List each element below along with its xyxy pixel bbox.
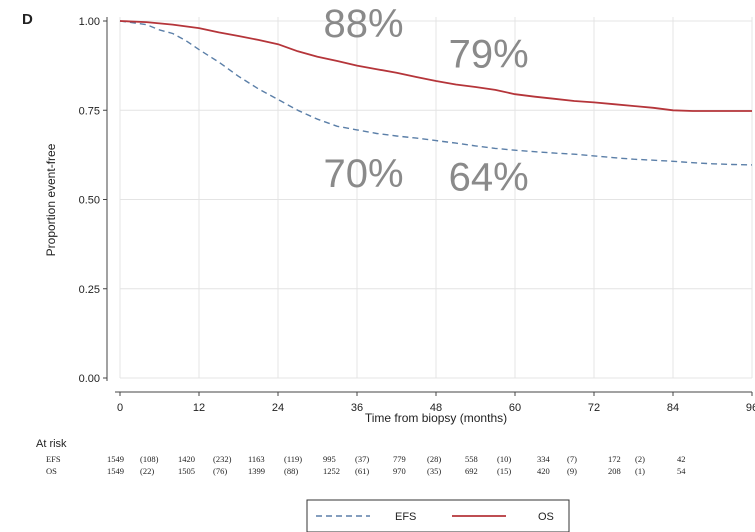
annotation-1: 79% (449, 32, 529, 76)
at-risk-title: At risk (36, 438, 67, 450)
x-tick-label-1: 12 (193, 402, 205, 414)
at-risk-row-label-efs: EFS (46, 454, 61, 464)
annotation-0: 88% (324, 2, 404, 46)
y-tick-label-3: 0.75 (79, 105, 100, 117)
y-ticks: 0.00 0.25 0.50 0.75 1.00 (79, 16, 107, 385)
series-lines (119, 20, 753, 166)
series-line-efs (119, 20, 753, 166)
x-axis-label: Time from biopsy (months) (365, 411, 507, 425)
at-risk-cell-os-9: (35) (427, 466, 441, 476)
at-risk-cell-efs-3: (232) (213, 454, 232, 464)
x-tick-label-3: 36 (351, 402, 363, 414)
series-line-os (119, 20, 752, 112)
annotation-2: 70% (324, 152, 404, 196)
at-risk-cell-efs-13: (7) (567, 454, 577, 464)
legend-label-os: OS (538, 511, 554, 523)
at-risk-cell-os-16: 54 (677, 466, 686, 476)
at-risk-cell-os-15: (1) (635, 466, 645, 476)
at-risk-cell-efs-16: 42 (677, 454, 686, 464)
at-risk-cell-os-8: 970 (393, 466, 406, 476)
annotations: 88% 79% 70% 64% (324, 2, 529, 200)
at-risk-cell-os-7: (61) (355, 466, 369, 476)
at-risk-cell-efs-15: (2) (635, 454, 645, 464)
axes (106, 17, 752, 393)
at-risk-cell-efs-0: 1549 (107, 454, 124, 464)
annotation-3: 64% (449, 156, 529, 200)
y-tick-label-4: 1.00 (79, 16, 100, 28)
at-risk-cell-efs-9: (28) (427, 454, 441, 464)
x-ticks: 0 12 24 36 48 60 72 84 96 (117, 392, 755, 414)
at-risk-cell-os-3: (76) (213, 466, 227, 476)
at-risk-cell-efs-7: (37) (355, 454, 369, 464)
at-risk-cell-os-2: 1505 (178, 466, 195, 476)
at-risk-cell-efs-12: 334 (537, 454, 551, 464)
at-risk-table: At risk EFS 1549 (108) 1420 (232) 1163 (119) 99… (36, 438, 686, 476)
at-risk-cell-os-4: 1399 (248, 466, 265, 476)
panel-label: D (22, 11, 33, 28)
at-risk-cell-efs-14: 172 (608, 454, 621, 464)
x-tick-label-2: 24 (272, 402, 284, 414)
at-risk-cell-os-1: (22) (140, 466, 154, 476)
at-risk-cell-os-0: 1549 (107, 466, 124, 476)
at-risk-cell-os-14: 208 (608, 466, 621, 476)
at-risk-cell-os-11: (15) (497, 466, 511, 476)
at-risk-cell-efs-2: 1420 (178, 454, 195, 464)
y-tick-label-1: 0.25 (79, 284, 100, 296)
at-risk-cell-os-10: 692 (465, 466, 478, 476)
at-risk-cell-efs-1: (108) (140, 454, 159, 464)
y-tick-label-2: 0.50 (79, 195, 100, 207)
legend-label-efs: EFS (395, 511, 416, 523)
x-tick-label-7: 84 (667, 402, 679, 414)
at-risk-cell-efs-10: 558 (465, 454, 478, 464)
x-tick-label-8: 96 (746, 402, 755, 414)
at-risk-cell-os-13: (9) (567, 466, 577, 476)
x-tick-label-6: 72 (588, 402, 600, 414)
at-risk-cell-os-6: 1252 (323, 466, 340, 476)
at-risk-cell-os-12: 420 (537, 466, 550, 476)
grid (119, 17, 753, 379)
at-risk-cell-os-5: (88) (284, 466, 298, 476)
at-risk-cell-efs-4: 1163 (248, 454, 265, 464)
at-risk-cell-efs-11: (10) (497, 454, 511, 464)
at-risk-cell-efs-8: 779 (393, 454, 406, 464)
legend: EFS OS (306, 499, 570, 532)
at-risk-row-label-os: OS (46, 466, 57, 476)
at-risk-cell-efs-5: (119) (284, 454, 302, 464)
x-tick-label-4: 48 (430, 402, 442, 414)
y-axis-label: Proportion event-free (44, 143, 58, 256)
at-risk-cell-efs-6: 995 (323, 454, 336, 464)
x-tick-label-0: 0 (117, 402, 123, 414)
y-tick-label-0: 0.00 (79, 373, 100, 385)
x-tick-label-5: 60 (509, 402, 521, 414)
